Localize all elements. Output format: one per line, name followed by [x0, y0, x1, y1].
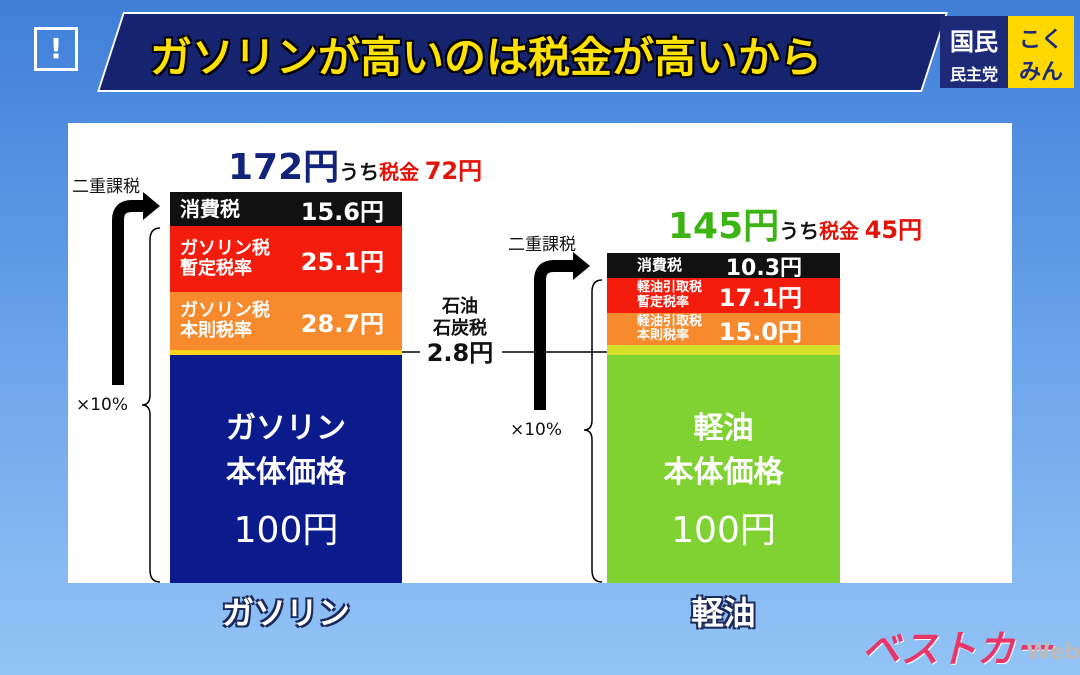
base-label: 本体価格	[663, 455, 784, 490]
total: 145円	[668, 206, 780, 247]
segment-value: 17.1円	[718, 284, 802, 312]
segment-value: 28.7円	[300, 309, 384, 338]
segment-label: 暫定税率	[180, 258, 252, 279]
total-line: 145円うち税金 45円	[668, 197, 922, 249]
watermark: ベストカー	[862, 627, 1053, 671]
tax: 45円	[864, 216, 923, 244]
base-label: 本体価格	[226, 455, 346, 490]
segment-label: 消費税	[637, 256, 683, 275]
segment: 消費税 10.3円	[607, 253, 840, 281]
segment: 消費税 15.6円	[170, 192, 402, 226]
coal-tax: 石油 石炭税 2.8円	[414, 296, 506, 368]
segment: ガソリン税 本則税率 28.7円	[170, 292, 402, 350]
logo-text: 国民	[950, 28, 998, 56]
segment-value: 25.1円	[300, 247, 384, 276]
badge: !	[34, 27, 78, 71]
base-value: 100円	[233, 510, 339, 551]
bar-name: 軽油	[691, 594, 756, 632]
logo-text: 民主党	[949, 65, 998, 84]
segment-value: 15.6円	[300, 197, 384, 226]
coal-tax-strip	[170, 350, 402, 355]
base-price: 軽油 本体価格 100円	[607, 355, 840, 583]
segment: ガソリン税 暫定税率 25.1円	[170, 226, 402, 292]
total-line: 172円うち税金 72円	[228, 138, 482, 190]
ten-percent: ×10%	[76, 395, 129, 415]
total: 172円	[228, 147, 340, 188]
segment: 軽油引取税 暫定税率 17.1円	[607, 278, 840, 313]
double-tax-arrow	[534, 260, 575, 410]
logo-left: 国民 民主党	[940, 16, 1008, 88]
tax: 72円	[424, 157, 483, 185]
segment-label: 軽油引取税	[637, 313, 703, 329]
bracket	[141, 227, 161, 583]
segment-value: 15.0円	[718, 317, 802, 346]
coal-tax-strip	[607, 345, 840, 355]
segment: 軽油引取税 本則税率 15.0円	[607, 313, 840, 346]
logo-text: こく	[1018, 28, 1063, 53]
double-tax-arrow	[112, 200, 145, 385]
arrow-head	[573, 252, 590, 280]
segment-label: 本則税率	[180, 320, 252, 341]
segment-label: ガソリン税	[180, 300, 270, 322]
logo-right: こく みん	[1008, 16, 1074, 88]
coal-tax-value: 2.8円	[426, 339, 494, 368]
coal-tax-label: 石炭税	[433, 317, 487, 339]
tax-label: 税金	[819, 219, 860, 243]
base-value: 100円	[671, 510, 776, 551]
base-label: 軽油	[693, 411, 754, 446]
segment-label: 消費税	[180, 197, 240, 221]
tax-prefix: うち	[779, 219, 820, 243]
double-tax: 二重課税	[508, 235, 576, 255]
tax-label: 税金	[379, 160, 420, 184]
watermark-suffix: Web	[1026, 640, 1080, 665]
double-tax: 二重課税	[72, 177, 140, 197]
segment-label: 暫定税率	[637, 294, 690, 310]
segment-label: 軽油引取税	[637, 280, 703, 296]
bracket	[583, 279, 603, 583]
coal-tax-label: 石油	[442, 296, 478, 317]
segment-label: ガソリン税	[180, 238, 270, 260]
tax-prefix: うち	[339, 160, 380, 184]
arrow-head	[143, 192, 160, 220]
base-price: ガソリン 本体価格 100円	[170, 355, 402, 583]
segment-label: 本則税率	[637, 328, 690, 343]
segment-value: 10.3円	[725, 255, 802, 281]
ten-percent: ×10%	[510, 420, 563, 440]
title: ガソリンが高いのは税金が高いから	[150, 33, 823, 82]
base-label: ガソリン	[226, 411, 346, 446]
bar-name: ガソリン	[221, 594, 350, 632]
logo-text: みん	[1018, 60, 1063, 85]
